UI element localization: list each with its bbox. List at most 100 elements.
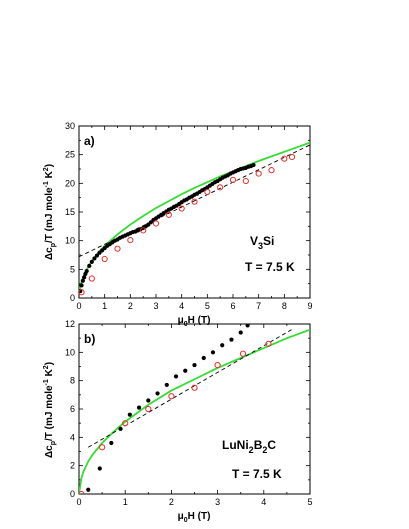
data-point-open-a xyxy=(204,188,211,196)
y-tick-label-b: 2 xyxy=(70,461,75,471)
panel-label-b: b) xyxy=(84,332,95,346)
data-point-filled-b xyxy=(146,398,151,403)
data-point-open-a xyxy=(255,170,262,177)
x-tick-label-b: 4 xyxy=(261,497,266,507)
annotation-temperature-a: T = 7.5 K xyxy=(245,260,295,274)
data-point-open-b xyxy=(265,340,272,347)
data-point-open-a xyxy=(191,198,198,205)
data-point-filled-a xyxy=(80,278,85,283)
data-point-filled-b xyxy=(164,382,169,388)
data-point-filled-b xyxy=(201,355,206,361)
data-point-open-b xyxy=(214,361,221,369)
y-tick-label-b: 10 xyxy=(65,347,75,357)
y-tick-label-b: 12 xyxy=(65,319,75,329)
y-tick-label-a: 30 xyxy=(65,121,75,131)
y-tick-label-b: 8 xyxy=(70,376,75,386)
data-point-filled-b xyxy=(192,362,197,368)
y-tick-label-b: 6 xyxy=(70,404,75,414)
data-point-open-a xyxy=(152,220,160,227)
data-point-filled-a xyxy=(251,162,256,168)
data-a xyxy=(79,141,310,296)
data-point-open-a xyxy=(140,227,147,234)
x-tick-label-a: 7 xyxy=(256,301,261,311)
green-fit-curve-b xyxy=(79,328,310,494)
data-b xyxy=(79,324,310,494)
data-point-open-b xyxy=(168,393,175,400)
data-point-filled-b xyxy=(155,391,160,396)
data-point-filled-a xyxy=(79,283,84,288)
x-tick-label-b: 3 xyxy=(215,497,220,507)
data-point-filled-a xyxy=(89,259,94,264)
x-tick-label-b: 0 xyxy=(76,497,81,507)
y-tick-label-a: 15 xyxy=(65,207,75,217)
data-point-filled-b xyxy=(97,466,102,471)
data-point-filled-a xyxy=(82,275,87,280)
y-tick-label-a: 0 xyxy=(70,293,75,303)
annotation-material-b: LuNi2B2C xyxy=(222,438,276,455)
data-point-filled-b xyxy=(109,440,114,446)
data-point-open-a xyxy=(217,184,224,191)
x-tick-label-a: 5 xyxy=(205,301,210,311)
x-tick-label-a: 2 xyxy=(128,301,133,311)
x-tick-label-a: 9 xyxy=(307,301,312,311)
data-point-open-a xyxy=(88,275,95,282)
data-point-filled-b xyxy=(118,426,123,431)
data-point-open-b xyxy=(79,490,85,494)
data-point-open-a xyxy=(242,177,249,185)
x-tick-label-a: 0 xyxy=(76,301,81,311)
data-point-open-a xyxy=(288,153,296,161)
x-tick-label-a: 4 xyxy=(179,301,184,311)
data-point-open-a xyxy=(127,236,134,244)
data-point-filled-b xyxy=(136,405,142,410)
data-point-filled-b xyxy=(229,337,234,342)
data-point-filled-a xyxy=(84,268,89,274)
data-point-open-a xyxy=(114,245,121,252)
data-point-filled-a xyxy=(87,263,92,268)
y-axis-label-a: Δcp/T (mJ mole-1 K2) xyxy=(43,164,57,260)
data-point-filled-b xyxy=(183,368,188,373)
x-tick-label-a: 8 xyxy=(282,301,287,311)
data-point-filled-b xyxy=(238,330,243,335)
data-point-open-a xyxy=(281,155,288,162)
x-tick-label-a: 1 xyxy=(102,301,107,311)
y-tick-label-a: 25 xyxy=(65,150,75,160)
annotation-material-a: V3Si xyxy=(250,234,274,251)
x-axis-label-a: μ0H (T) xyxy=(178,315,211,328)
ticks-a: 0 1 2 3 4 5 6 7 8 9 0 5 10 15 20 25 30 xyxy=(65,121,313,311)
y-axis-label-b: Δcp/T (mJ mole-1 K2) xyxy=(43,362,57,458)
data-point-open-a xyxy=(229,176,237,183)
data-point-filled-a xyxy=(94,253,100,258)
data-point-open-a xyxy=(268,167,275,174)
x-tick-label-b: 2 xyxy=(169,497,174,507)
data-point-filled-b xyxy=(245,324,250,328)
data-point-open-b xyxy=(145,405,152,413)
data-point-open-a xyxy=(178,205,185,212)
x-tick-label-a: 6 xyxy=(230,301,235,311)
x-tick-label-a: 3 xyxy=(153,301,158,311)
data-point-open-a xyxy=(101,255,108,263)
data-point-filled-a xyxy=(92,256,97,261)
x-axis-label-b: μ0H (T) xyxy=(178,511,211,524)
data-point-open-b xyxy=(99,444,106,451)
data-point-filled-b xyxy=(86,487,91,492)
y-tick-label-a: 10 xyxy=(65,236,75,246)
y-tick-label-a: 5 xyxy=(70,264,75,274)
data-point-open-a xyxy=(165,211,172,218)
y-tick-label-b: 4 xyxy=(70,432,75,442)
data-point-filled-b xyxy=(210,350,216,355)
x-tick-label-b: 5 xyxy=(307,497,312,507)
data-point-filled-b xyxy=(220,343,225,348)
data-point-open-b xyxy=(239,350,247,357)
data-point-filled-b xyxy=(173,374,179,379)
panel-label-a: a) xyxy=(84,134,95,148)
data-point-open-b xyxy=(122,420,129,427)
data-point-open-a xyxy=(79,289,85,296)
y-tick-label-b: 0 xyxy=(70,489,75,499)
data-point-filled-b xyxy=(127,412,132,417)
x-tick-label-b: 1 xyxy=(123,497,128,507)
y-tick-label-a: 20 xyxy=(65,178,75,188)
